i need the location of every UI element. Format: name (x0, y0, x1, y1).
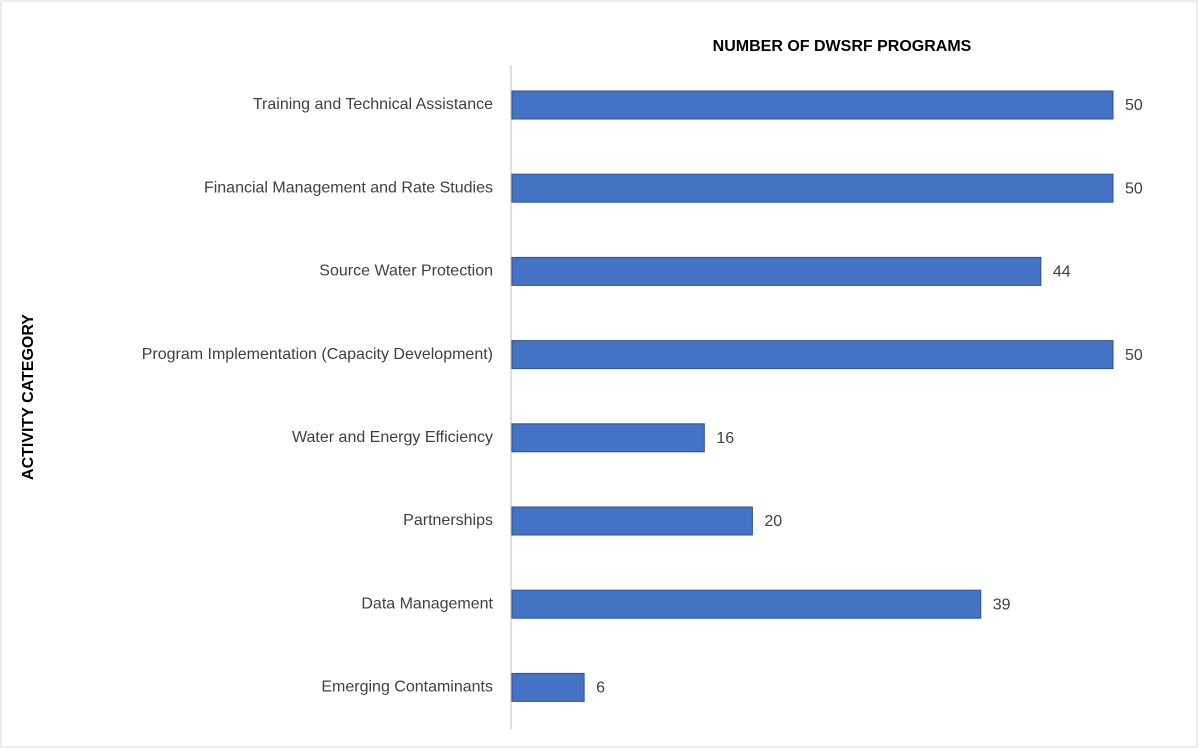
data-label: 44 (1053, 264, 1071, 281)
data-label: 50 (1125, 347, 1143, 364)
y-tick-label: Emerging Contaminants (321, 679, 493, 696)
bar (511, 589, 982, 619)
bar (511, 672, 585, 702)
bar (511, 506, 753, 536)
data-label: 16 (716, 430, 734, 447)
y-tick-label: Water and Energy Efficiency (292, 429, 493, 446)
bar (511, 90, 1114, 120)
bar (511, 256, 1042, 286)
bar (511, 340, 1114, 370)
bar (511, 173, 1114, 203)
y-tick-label: Partnerships (403, 512, 493, 529)
y-tick-label: Financial Management and Rate Studies (204, 179, 493, 196)
y-axis-label: ACTIVITY CATEGORY (20, 314, 37, 480)
x-axis-label: NUMBER OF DWSRF PROGRAMS (713, 38, 972, 55)
data-label: 20 (764, 513, 782, 530)
data-label: 6 (596, 680, 605, 697)
y-tick-label: Training and Technical Assistance (253, 96, 493, 113)
data-label: 50 (1125, 97, 1143, 114)
y-tick-label: Program Implementation (Capacity Develop… (142, 346, 493, 363)
data-label: 39 (993, 596, 1011, 613)
y-tick-label: Source Water Protection (319, 263, 493, 280)
y-tick-label: Data Management (361, 595, 493, 612)
data-label: 50 (1125, 180, 1143, 197)
bar (511, 423, 705, 453)
